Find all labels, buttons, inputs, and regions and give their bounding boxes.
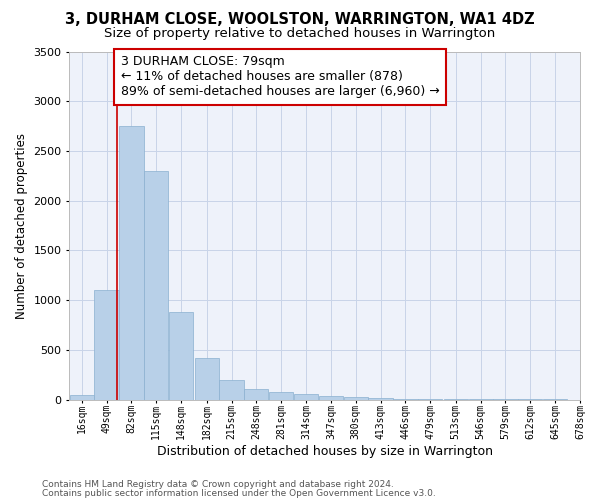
Text: 3, DURHAM CLOSE, WOOLSTON, WARRINGTON, WA1 4DZ: 3, DURHAM CLOSE, WOOLSTON, WARRINGTON, W… bbox=[65, 12, 535, 28]
Text: 3 DURHAM CLOSE: 79sqm
← 11% of detached houses are smaller (878)
89% of semi-det: 3 DURHAM CLOSE: 79sqm ← 11% of detached … bbox=[121, 56, 439, 98]
Bar bbox=[294, 394, 318, 400]
Bar bbox=[393, 398, 418, 400]
Y-axis label: Number of detached properties: Number of detached properties bbox=[15, 132, 28, 318]
Bar bbox=[269, 392, 293, 400]
Bar bbox=[70, 394, 94, 400]
Bar bbox=[169, 312, 193, 400]
Bar bbox=[244, 388, 268, 400]
Text: Contains HM Land Registry data © Crown copyright and database right 2024.: Contains HM Land Registry data © Crown c… bbox=[42, 480, 394, 489]
Text: Size of property relative to detached houses in Warrington: Size of property relative to detached ho… bbox=[104, 28, 496, 40]
Bar bbox=[194, 358, 219, 400]
Bar bbox=[119, 126, 143, 400]
Bar bbox=[368, 398, 392, 400]
Bar bbox=[220, 380, 244, 400]
Bar bbox=[344, 398, 368, 400]
X-axis label: Distribution of detached houses by size in Warrington: Distribution of detached houses by size … bbox=[157, 444, 493, 458]
Text: Contains public sector information licensed under the Open Government Licence v3: Contains public sector information licen… bbox=[42, 488, 436, 498]
Bar bbox=[418, 399, 442, 400]
Bar bbox=[94, 290, 119, 400]
Bar bbox=[144, 171, 169, 400]
Bar bbox=[319, 396, 343, 400]
